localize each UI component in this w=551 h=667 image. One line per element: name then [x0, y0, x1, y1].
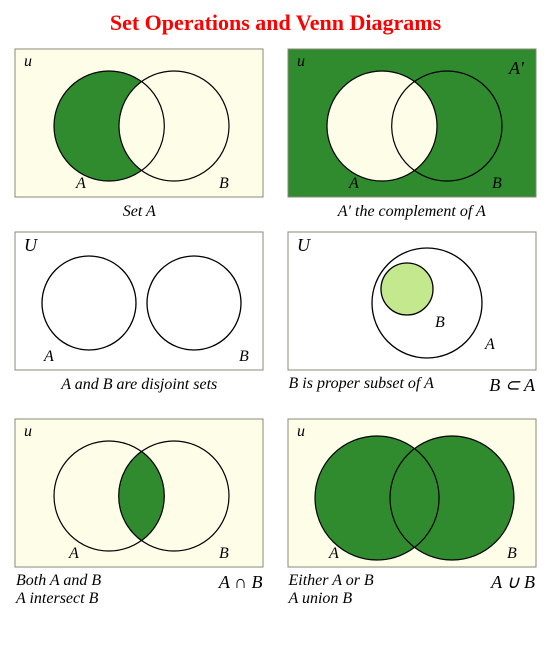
panel-complement: u A′ A B A′ the complement of A [283, 48, 542, 223]
page-title: Set Operations and Venn Diagrams [10, 10, 541, 36]
venn-intersect: u A B [14, 418, 264, 568]
B-label: B [219, 545, 229, 562]
u-label: u [24, 53, 32, 70]
venn-setA: u A B [14, 48, 264, 198]
panel-disjoint: U A B A and B are disjoint sets [10, 231, 269, 396]
panel-subset: U B A B is proper subset of A B ⊂ A [283, 231, 542, 396]
A-label: A [328, 545, 339, 562]
B-label: B [507, 545, 517, 562]
caption-complement: A′ the complement of A [338, 202, 486, 223]
A-label: A [348, 175, 359, 192]
desc-subset: B is proper subset of A [289, 375, 434, 393]
B-label: B [239, 348, 249, 365]
A-label: A [75, 175, 86, 192]
venn-disjoint: U A B [14, 231, 264, 371]
u-label: u [24, 423, 32, 440]
B-label: B [219, 175, 229, 192]
desc-intersect: Both A and B A intersect B [16, 572, 101, 608]
notation-subset: B ⊂ A [489, 375, 535, 396]
venn-subset: U B A [287, 231, 537, 371]
panel-union: u A B Either A or B A union B A ∪ B [283, 418, 542, 608]
caption-disjoint: A and B are disjoint sets [61, 375, 217, 396]
caption-setA: Set A [123, 202, 156, 223]
venn-union: u A B [287, 418, 537, 568]
B-label: B [435, 314, 445, 331]
Aprime-label: A′ [508, 58, 525, 78]
B-label: B [492, 175, 502, 192]
A-label: A [484, 336, 495, 353]
notation-union: A ∪ B [491, 572, 535, 593]
u-label: U [24, 235, 38, 255]
u-label: U [297, 235, 311, 255]
diagram-grid: u A B Set A u A′ A B A′ the complement o… [10, 48, 541, 608]
notation-intersect: A ∩ B [219, 572, 263, 593]
panel-intersect: u A B Both A and B A intersect B A ∩ B [10, 418, 269, 608]
A-label: A [68, 545, 79, 562]
A-label: A [43, 348, 54, 365]
u-label: u [297, 53, 305, 70]
venn-complement: u A′ A B [287, 48, 537, 198]
panel-setA: u A B Set A [10, 48, 269, 223]
desc-union: Either A or B A union B [289, 572, 374, 608]
u-label: u [297, 423, 305, 440]
